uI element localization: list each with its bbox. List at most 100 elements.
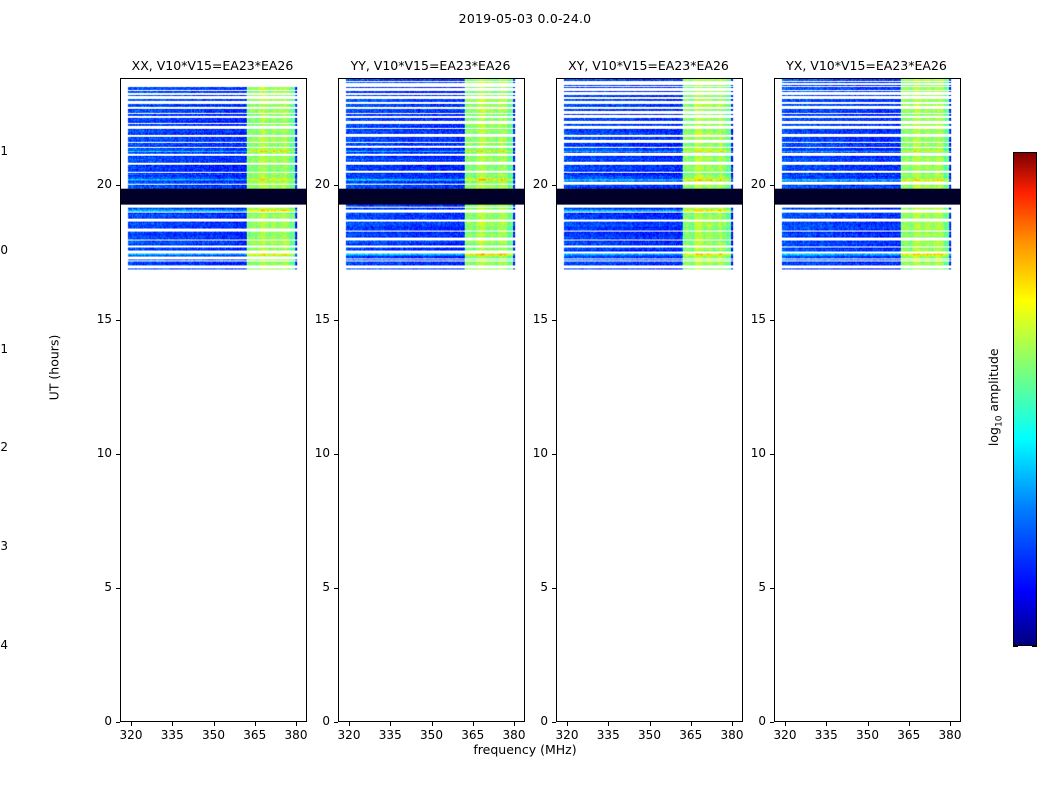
waterfall-panel-xy[interactable] <box>556 78 743 722</box>
x-tickmark <box>867 722 869 726</box>
x-tick-label-0-2: 350 <box>202 728 225 742</box>
x-tick-label-2-0: 320 <box>555 728 579 742</box>
colorbar-tick-label-1: 0 <box>0 242 8 257</box>
x-tickmark <box>213 722 215 726</box>
heatmap-image-yy <box>339 79 524 721</box>
y-tick-label-3-1: 5 <box>758 579 766 594</box>
colorbar-label: log10 amplitude <box>986 317 1005 477</box>
y-tick-label-0-4: 20 <box>96 177 112 192</box>
y-tickmark <box>334 185 338 187</box>
y-tickmark <box>552 319 556 321</box>
x-tick-label-3-2: 350 <box>856 728 879 742</box>
y-axis-label: UT (hours) <box>46 334 62 401</box>
heatmap-image-xy <box>557 79 742 721</box>
y-tick-label-3-4: 20 <box>750 177 766 192</box>
panel-title-yy: YY, V10*V15=EA23*EA26 <box>350 58 511 73</box>
y-tickmark <box>116 319 120 321</box>
heatmap-image-yx <box>775 79 960 721</box>
x-tick-label-0-3: 365 <box>243 728 267 742</box>
colorbar[interactable] <box>1013 152 1037 646</box>
x-tick-label-1-0: 320 <box>337 728 361 742</box>
x-tickmark <box>608 722 610 726</box>
x-tick-label-1-4: 380 <box>502 728 526 742</box>
x-tick-label-2-2: 350 <box>638 728 661 742</box>
y-tickmark <box>334 453 338 455</box>
x-tickmark <box>950 722 951 726</box>
x-axis-label: frequency (MHz) <box>473 742 577 757</box>
y-tick-label-0-3: 15 <box>96 311 112 326</box>
y-tick-label-3-2: 10 <box>750 445 766 460</box>
colorbar-label-tail: amplitude <box>985 348 1001 416</box>
panel-title-xx: XX, V10*V15=EA23*EA26 <box>131 58 294 73</box>
x-tickmark <box>514 722 515 726</box>
x-tickmark <box>349 722 350 726</box>
y-tick-label-0-2: 10 <box>96 445 112 460</box>
y-tickmark <box>770 319 774 321</box>
y-tick-label-1-3: 15 <box>314 311 330 326</box>
x-tick-label-1-1: 335 <box>378 728 402 742</box>
x-tickmark <box>826 722 828 726</box>
colorbar-label-subscript: 10 <box>994 415 1005 428</box>
colorbar-label-text: log <box>985 427 1001 447</box>
colorbar-tick-label-2: -1 <box>0 341 8 356</box>
x-tick-label-3-3: 365 <box>897 728 921 742</box>
y-tick-label-3-0: 0 <box>758 714 766 728</box>
x-tickmark <box>649 722 651 726</box>
y-tickmark <box>552 587 556 589</box>
panel-title-xy: XY, V10*V15=EA23*EA26 <box>568 58 729 73</box>
y-tick-label-1-0: 0 <box>322 714 330 728</box>
heatmap-image-xx <box>121 79 306 721</box>
y-tickmark <box>116 587 120 589</box>
x-tickmark <box>131 722 132 726</box>
colorbar-tickmark <box>1013 646 1018 647</box>
y-tick-label-1-4: 20 <box>314 177 330 192</box>
x-tick-label-2-1: 335 <box>596 728 620 742</box>
x-tickmark <box>390 722 392 726</box>
y-tickmark <box>552 722 556 723</box>
x-tickmark <box>567 722 568 726</box>
y-tick-label-2-3: 15 <box>532 311 548 326</box>
x-tick-label-0-0: 320 <box>119 728 143 742</box>
y-tickmark <box>116 185 120 187</box>
x-tickmark <box>254 722 256 726</box>
y-tickmark <box>770 722 774 723</box>
x-tick-label-2-4: 380 <box>720 728 744 742</box>
x-tick-label-3-0: 320 <box>773 728 797 742</box>
x-tickmark <box>785 722 786 726</box>
x-tickmark <box>431 722 433 726</box>
x-tickmark <box>690 722 692 726</box>
y-tickmark <box>770 185 774 187</box>
x-tickmark <box>908 722 910 726</box>
y-tick-label-2-4: 20 <box>532 177 548 192</box>
y-tick-label-2-2: 10 <box>532 445 548 460</box>
y-tickmark <box>334 319 338 321</box>
x-tickmark <box>472 722 474 726</box>
x-tick-label-0-4: 380 <box>284 728 308 742</box>
waterfall-panel-yx[interactable] <box>774 78 961 722</box>
x-tickmark <box>172 722 174 726</box>
x-tick-label-3-4: 380 <box>938 728 962 742</box>
y-tickmark <box>334 587 338 589</box>
y-tick-label-0-1: 5 <box>104 579 112 594</box>
panel-title-yx: YX, V10*V15=EA23*EA26 <box>786 58 947 73</box>
figure-suptitle: 2019-05-03 0.0-24.0 <box>458 11 592 26</box>
colorbar-tick-label-4: -3 <box>0 539 8 554</box>
colorbar-tick-label-3: -2 <box>0 440 8 455</box>
x-tick-label-1-2: 350 <box>420 728 443 742</box>
y-tickmark <box>116 722 120 723</box>
x-tickmark <box>732 722 733 726</box>
y-tickmark <box>770 453 774 455</box>
y-tick-label-0-0: 0 <box>104 714 112 728</box>
y-tickmark <box>334 722 338 723</box>
x-tickmark <box>296 722 297 726</box>
y-tick-label-2-0: 0 <box>540 714 548 728</box>
y-tickmark <box>552 453 556 455</box>
x-tick-label-2-3: 365 <box>679 728 703 742</box>
colorbar-tickmark <box>1032 646 1037 647</box>
waterfall-panel-xx[interactable] <box>120 78 307 722</box>
y-tick-label-2-1: 5 <box>540 579 548 594</box>
y-tick-label-1-1: 5 <box>322 579 330 594</box>
waterfall-panel-yy[interactable] <box>338 78 525 722</box>
y-tick-label-1-2: 10 <box>314 445 330 460</box>
